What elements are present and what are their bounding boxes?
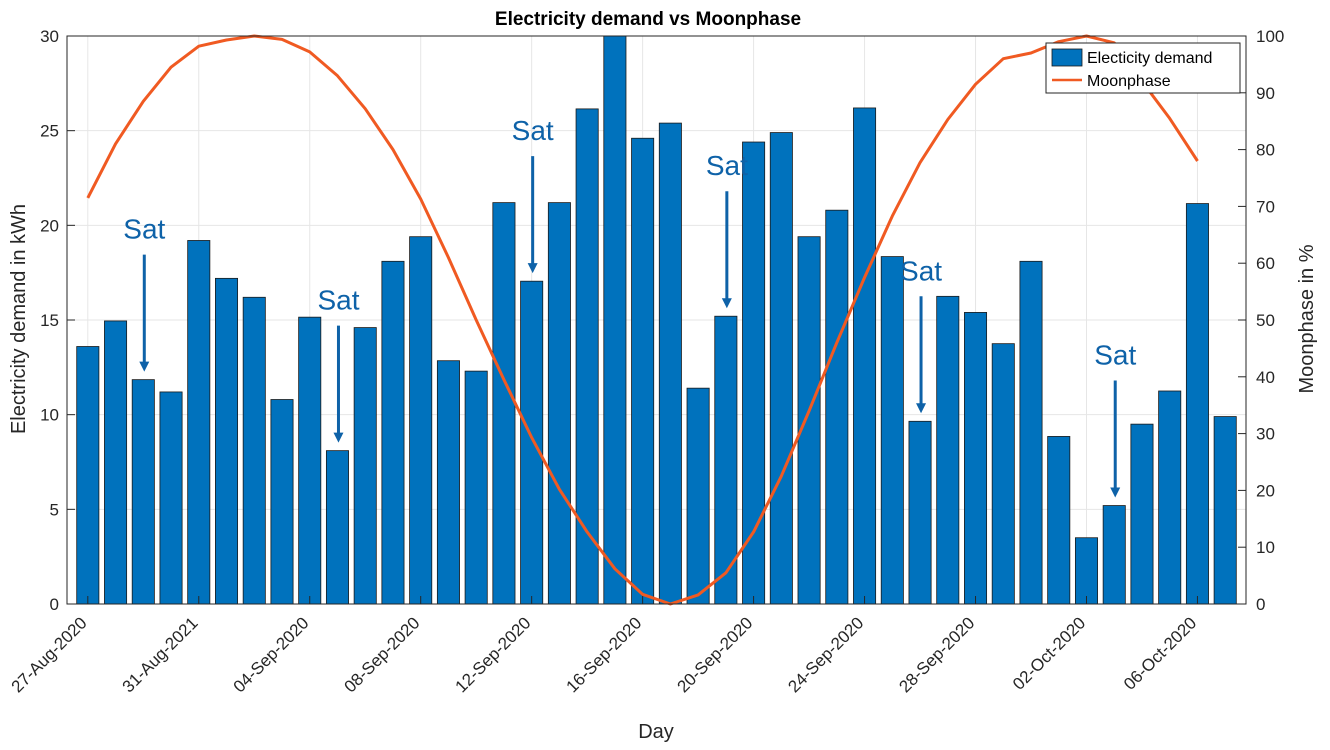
sat-arrow-head	[139, 361, 150, 372]
x-tick-label: 20-Sep-2020	[673, 613, 756, 696]
y-left-tick-label: 25	[40, 122, 59, 141]
demand-bar	[104, 320, 128, 605]
x-tick-label: 27-Aug-2020	[8, 613, 91, 696]
demand-bar	[1102, 505, 1126, 605]
demand-bar	[409, 236, 433, 605]
x-tick-label: 06-Oct-2020	[1120, 613, 1200, 693]
demand-bar	[76, 346, 100, 605]
y-right-tick-label: 50	[1256, 311, 1275, 330]
y-right-tick-label: 10	[1256, 538, 1275, 557]
demand-bar	[520, 280, 544, 605]
demand-bar	[159, 391, 183, 605]
demand-bar	[242, 296, 266, 605]
x-tick-label: 04-Sep-2020	[230, 613, 313, 696]
x-tick-label: 02-Oct-2020	[1009, 613, 1089, 693]
demand-bar	[353, 327, 377, 605]
y-left-tick-label: 20	[40, 216, 59, 235]
demand-bar	[797, 236, 821, 605]
x-tick-label: 31-Aug-2021	[119, 613, 202, 696]
y-right-tick-label: 100	[1256, 27, 1284, 46]
y-left-tick-label: 5	[50, 500, 59, 519]
legend-bar-swatch	[1051, 48, 1083, 67]
demand-bar	[658, 122, 682, 605]
demand-bar	[936, 295, 960, 605]
y-right-tick-label: 0	[1256, 595, 1265, 614]
demand-bar	[631, 137, 655, 605]
sat-annotation-label: Sat	[1094, 340, 1136, 371]
demand-bar	[1074, 537, 1098, 605]
sat-arrow-head	[916, 403, 927, 414]
x-tick-label: 24-Sep-2020	[784, 613, 867, 696]
sat-arrow-head	[333, 432, 344, 443]
sat-arrow-head	[1110, 487, 1121, 498]
demand-bar	[270, 399, 294, 605]
sat-annotation-label: Sat	[900, 255, 942, 286]
x-tick-label: 08-Sep-2020	[341, 613, 424, 696]
sat-annotation-label: Sat	[317, 285, 359, 316]
demand-bar	[298, 316, 322, 605]
demand-bar	[492, 202, 516, 605]
demand-bar	[325, 450, 349, 605]
annotations: Sat Sat Sat Sat Sat Sat	[123, 115, 1136, 498]
legend-bar-label: Electicity demand	[1087, 50, 1212, 67]
y-left-tick-label: 10	[40, 406, 59, 425]
demand-bar	[603, 35, 627, 605]
demand-bar	[908, 420, 932, 605]
x-axis-label: Day	[638, 721, 674, 743]
demand-bar	[825, 209, 849, 605]
demand-bar	[1185, 203, 1209, 605]
demand-bar	[1019, 260, 1043, 605]
sat-arrow-head	[721, 298, 732, 309]
sat-annotation-label: Sat	[706, 150, 748, 181]
demand-bar	[853, 107, 877, 605]
y-right-tick-label: 80	[1256, 141, 1275, 160]
y-right-tick-label: 60	[1256, 254, 1275, 273]
y-axis-right-label: Moonphase in %	[1296, 244, 1318, 393]
y-left-tick-label: 0	[50, 595, 59, 614]
y-right-tick-label: 70	[1256, 197, 1275, 216]
x-tick-label: 16-Sep-2020	[563, 613, 646, 696]
demand-bar	[215, 277, 239, 605]
y-right-tick-label: 40	[1256, 368, 1275, 387]
demand-bar	[1213, 416, 1237, 605]
x-tick-label: 12-Sep-2020	[452, 613, 535, 696]
legend-line-label: Moonphase	[1087, 73, 1171, 90]
y-right-tick-label: 20	[1256, 481, 1275, 500]
demand-bar	[547, 202, 571, 605]
demand-bar	[964, 312, 988, 605]
demand-bar	[1158, 390, 1182, 605]
y-right-tick-label: 90	[1256, 84, 1275, 103]
moonphase-line-group	[86, 34, 1199, 606]
y-axis-left-label: Electricity demand in kWh	[8, 204, 30, 434]
x-tick-label: 28-Sep-2020	[895, 613, 978, 696]
demand-bar	[187, 240, 211, 605]
moonphase-line	[86, 34, 1199, 606]
sat-arrow-head	[527, 263, 538, 274]
demand-bar	[880, 256, 904, 605]
demand-bar	[436, 360, 460, 605]
demand-bar	[1130, 423, 1154, 605]
sat-annotation-label: Sat	[512, 115, 554, 146]
y-left-tick-label: 15	[40, 311, 59, 330]
legend: Electicity demand Moonphase	[1045, 42, 1241, 94]
demand-bar	[381, 260, 405, 605]
y-right-tick-label: 30	[1256, 425, 1275, 444]
demand-bar	[769, 132, 793, 605]
y-left-tick-label: 30	[40, 27, 59, 46]
demand-bar	[464, 370, 488, 605]
demand-bar	[686, 387, 710, 605]
chart-title: Electricity demand vs Moonphase	[495, 9, 801, 30]
demand-bar	[131, 379, 155, 605]
demand-bar	[742, 141, 766, 605]
demand-bar	[991, 343, 1015, 605]
sat-annotation-label: Sat	[123, 214, 165, 245]
demand-bar	[1047, 436, 1071, 605]
